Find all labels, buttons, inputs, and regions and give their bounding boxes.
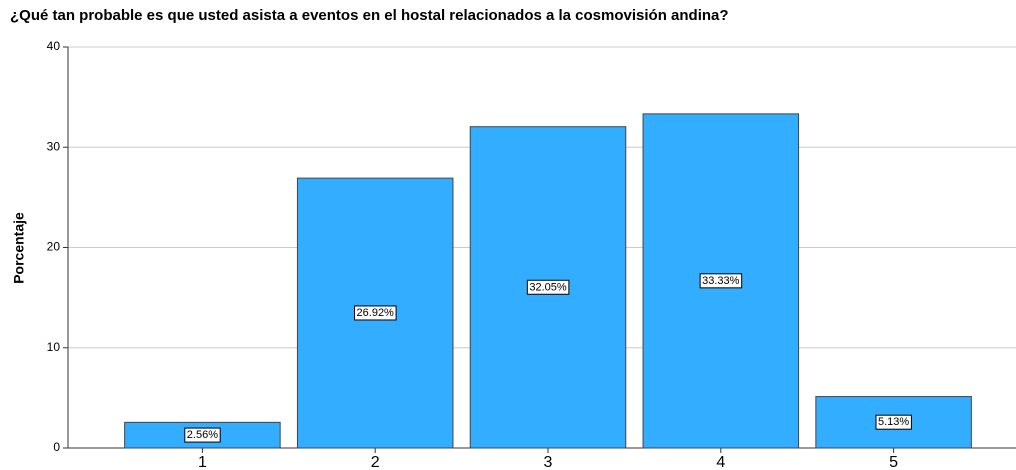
y-axis-label: Porcentaje xyxy=(11,212,27,284)
y-tick-label: 40 xyxy=(47,39,61,53)
y-tick-label: 20 xyxy=(47,240,61,254)
x-tick-label: 1 xyxy=(198,454,207,470)
value-label-box xyxy=(699,273,743,289)
value-label-box xyxy=(875,414,912,430)
value-label: 26.92% xyxy=(354,305,397,321)
value-label-box xyxy=(184,427,221,443)
x-tick-label: 4 xyxy=(716,454,725,470)
value-label: 33.33% xyxy=(699,273,743,289)
value-label-text: 26.92% xyxy=(357,307,395,319)
value-label-text: 33.33% xyxy=(702,275,740,287)
x-tick-label: 5 xyxy=(889,454,898,470)
chart-title: ¿Qué tan probable es que usted asista a … xyxy=(10,7,729,24)
value-label-box xyxy=(526,279,570,295)
value-label-text: 5.13% xyxy=(878,416,909,428)
y-tick-label: 0 xyxy=(53,440,60,454)
x-tick-label: 3 xyxy=(544,454,553,470)
y-tick-label: 30 xyxy=(47,139,61,153)
value-label-box xyxy=(354,305,397,321)
value-label: 32.05% xyxy=(526,279,570,295)
value-label-text: 2.56% xyxy=(187,429,218,441)
x-tick-label: 2 xyxy=(371,454,380,470)
y-tick-label: 10 xyxy=(47,340,61,354)
value-label-text: 32.05% xyxy=(529,281,567,293)
value-label: 5.13% xyxy=(875,414,912,430)
value-label: 2.56% xyxy=(184,427,221,443)
